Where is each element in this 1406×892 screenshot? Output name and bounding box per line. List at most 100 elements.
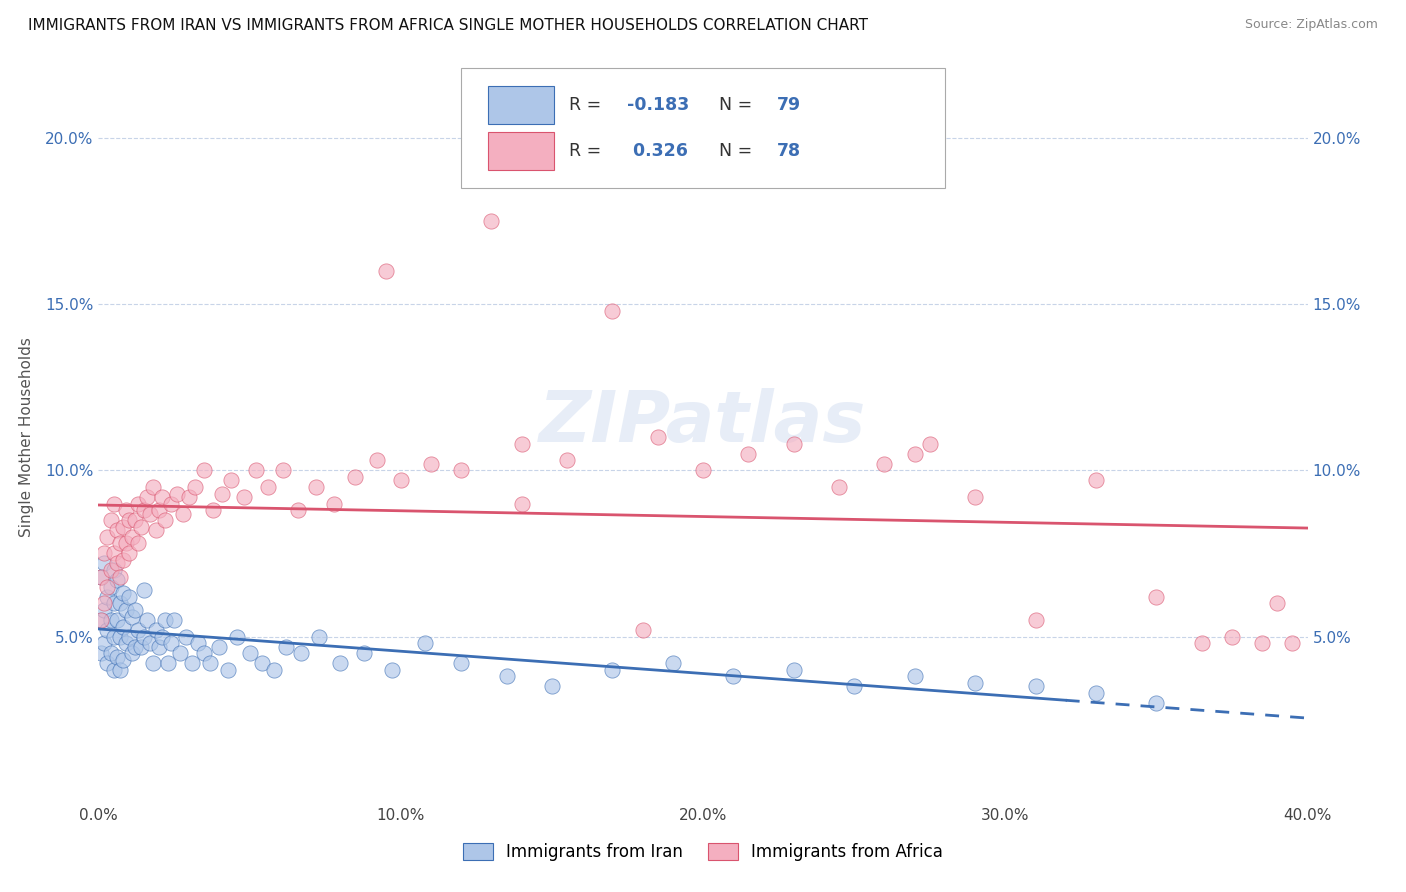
Text: R =: R = [569,95,606,113]
Point [169,646,191,660]
Point [148,503,170,517]
Point [353,646,375,660]
Point [323,497,346,511]
Point [1024,680,1046,694]
Point [156,656,179,670]
Point [510,436,533,450]
Point [904,447,927,461]
Point [172,507,194,521]
Point [160,497,183,511]
Point [96,590,118,604]
Point [96,656,118,670]
Point [93,596,115,610]
Point [202,503,225,517]
Point [124,513,146,527]
Point [179,490,201,504]
Point [148,640,170,654]
Point [150,630,173,644]
Point [108,536,131,550]
Legend: Immigrants from Iran, Immigrants from Africa: Immigrants from Iran, Immigrants from Af… [456,836,950,868]
Point [114,636,136,650]
Point [100,580,122,594]
Point [129,640,152,654]
Point [174,630,197,644]
Point [135,490,157,504]
Point [450,463,472,477]
Point [602,303,624,318]
Point [132,503,155,517]
Point [142,480,165,494]
Point [111,520,134,534]
Point [139,636,162,650]
Point [129,520,152,534]
Point [263,663,285,677]
Point [274,640,297,654]
Point [381,663,404,677]
Point [187,636,209,650]
Point [965,676,987,690]
Point [100,563,122,577]
Point [90,613,112,627]
Point [1144,590,1167,604]
Point [737,447,759,461]
Point [374,264,396,278]
Text: -0.183: -0.183 [627,95,689,113]
Point [100,613,122,627]
Point [135,613,157,627]
Text: IMMIGRANTS FROM IRAN VS IMMIGRANTS FROM AFRICA SINGLE MOTHER HOUSEHOLDS CORRELAT: IMMIGRANTS FROM IRAN VS IMMIGRANTS FROM … [28,18,868,33]
Point [287,503,309,517]
Point [105,613,128,627]
Point [93,557,115,571]
Point [873,457,896,471]
FancyBboxPatch shape [488,86,554,124]
Point [256,480,278,494]
Point [93,636,115,650]
Point [647,430,669,444]
Point [127,623,149,637]
Point [121,609,143,624]
Point [692,463,714,477]
Point [510,497,533,511]
Point [132,630,155,644]
Point [1251,636,1274,650]
Point [108,630,131,644]
Point [90,646,112,660]
Point [103,497,125,511]
Point [103,630,125,644]
Point [193,463,215,477]
Point [1281,636,1303,650]
Point [904,669,927,683]
Point [232,490,254,504]
Point [305,480,328,494]
Point [103,563,125,577]
Point [145,523,167,537]
Text: ZIPatlas: ZIPatlas [540,388,866,457]
Point [96,580,118,594]
Point [118,590,141,604]
Point [100,513,122,527]
Point [1085,473,1108,487]
Point [555,453,578,467]
Point [217,663,239,677]
Point [93,546,115,560]
Point [103,596,125,610]
Point [114,603,136,617]
Point [111,586,134,600]
Text: R =: R = [569,143,606,161]
Point [389,473,412,487]
Point [245,463,267,477]
Point [90,570,112,584]
Point [114,536,136,550]
Point [90,613,112,627]
Point [132,582,155,597]
Point [631,623,654,637]
Point [1024,613,1046,627]
Point [105,523,128,537]
Point [495,669,517,683]
Point [118,513,141,527]
Point [127,536,149,550]
Point [661,656,683,670]
FancyBboxPatch shape [461,68,945,188]
Point [965,490,987,504]
Point [723,669,745,683]
